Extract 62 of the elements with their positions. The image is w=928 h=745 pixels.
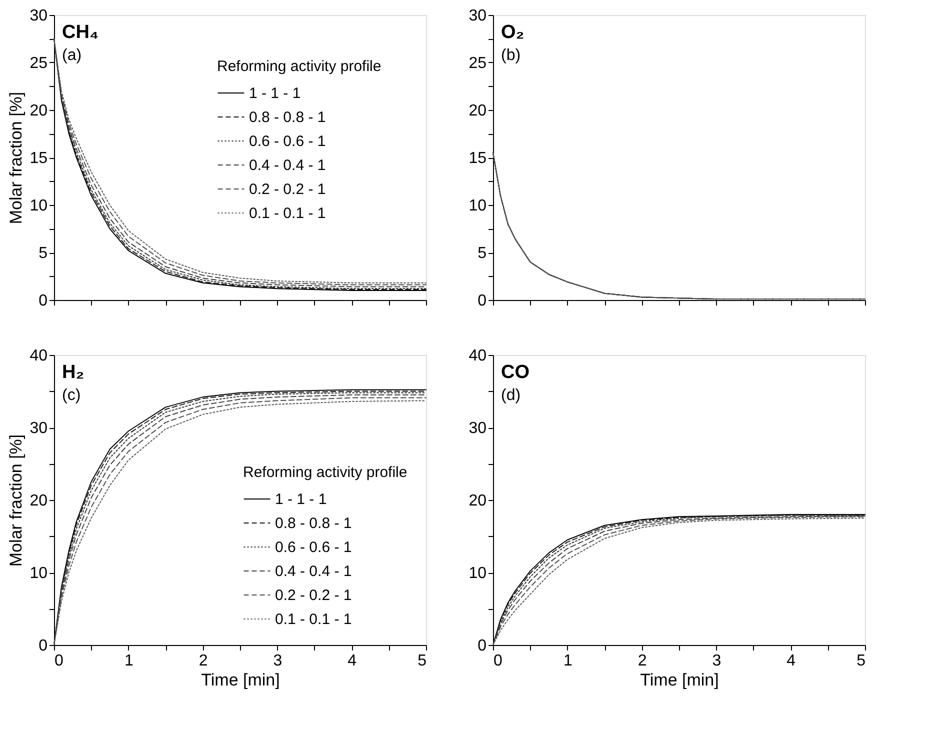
annotation: (c) [62, 387, 81, 404]
legend-title: Reforming activity profile [243, 464, 408, 481]
legend-label: 0.6 - 0.6 - 1 [275, 539, 352, 556]
y-tick-label: 30 [468, 420, 487, 437]
y-tick-label: 25 [30, 55, 48, 72]
y-tick-label: 30 [30, 8, 48, 24]
y-tick-label: 30 [30, 420, 48, 437]
chart-title: CO [501, 362, 530, 383]
y-tick-label: 10 [30, 198, 48, 214]
chart-title: O₂ [501, 22, 524, 43]
y-tick-label: 15 [468, 150, 487, 167]
legend-title: Reforming activity profile [217, 58, 382, 75]
x-tick-label: 0 [494, 652, 502, 670]
chart-title: H₂ [62, 362, 84, 383]
chart-title: CH₄ [62, 22, 98, 43]
legend-label: 0.6 - 0.6 - 1 [249, 133, 326, 150]
y-tick-label: 40 [30, 348, 48, 364]
legend-label: 0.8 - 0.8 - 1 [249, 109, 326, 126]
legend-label: 0.1 - 0.1 - 1 [249, 205, 326, 222]
legend-label: 0.2 - 0.2 - 1 [275, 587, 352, 604]
x-tick-label: 4 [786, 652, 796, 670]
y-axis-title: Molar fraction [%] [6, 434, 26, 567]
y-tick-label: 20 [468, 102, 487, 120]
y-tick-label: 40 [468, 348, 487, 364]
x-tick-label: 3 [273, 652, 282, 670]
y-tick-label: 5 [478, 245, 487, 262]
legend-label: 0.4 - 0.4 - 1 [249, 157, 326, 174]
x-tick-label: 3 [712, 652, 722, 670]
y-tick-label: 10 [468, 198, 487, 214]
y-tick-label: 0 [478, 638, 487, 654]
y-tick-label: 10 [30, 565, 48, 582]
y-tick-label: 20 [30, 492, 48, 510]
x-tick-label: 5 [856, 652, 866, 670]
y-tick-label: 0 [478, 292, 487, 310]
x-tick-label: 4 [348, 652, 357, 670]
y-tick-label: 5 [38, 245, 48, 262]
x-tick-label: 5 [418, 652, 427, 670]
y-tick-label: 25 [468, 55, 487, 72]
legend-label: 0.1 - 0.1 - 1 [275, 611, 352, 628]
legend-label: 0.8 - 0.8 - 1 [275, 515, 352, 532]
legend-label: 1 - 1 - 1 [249, 85, 301, 102]
x-tick-label: 0 [54, 652, 64, 670]
annotation: (b) [501, 47, 521, 64]
legend-label: 1 - 1 - 1 [275, 491, 327, 508]
x-tick-label: 1 [124, 652, 134, 670]
y-axis-title: Molar fraction [%] [6, 92, 26, 224]
x-tick-label: 2 [198, 652, 208, 670]
x-tick-label: 1 [563, 652, 572, 670]
x-axis-title: Time [min] [201, 670, 280, 690]
legend-label: 0.2 - 0.2 - 1 [249, 181, 326, 198]
y-tick-label: 0 [38, 638, 48, 654]
y-tick-label: 30 [468, 8, 487, 24]
y-tick-label: 10 [468, 565, 487, 582]
annotation: (d) [501, 387, 521, 404]
y-tick-label: 20 [468, 492, 487, 510]
legend-label: 0.4 - 0.4 - 1 [275, 563, 352, 580]
y-tick-label: 20 [30, 102, 48, 120]
annotation: (a) [62, 47, 82, 64]
y-tick-label: 15 [30, 150, 48, 167]
x-axis-title: Time [min] [640, 670, 719, 690]
y-tick-label: 0 [38, 292, 48, 310]
x-tick-label: 2 [638, 652, 647, 670]
